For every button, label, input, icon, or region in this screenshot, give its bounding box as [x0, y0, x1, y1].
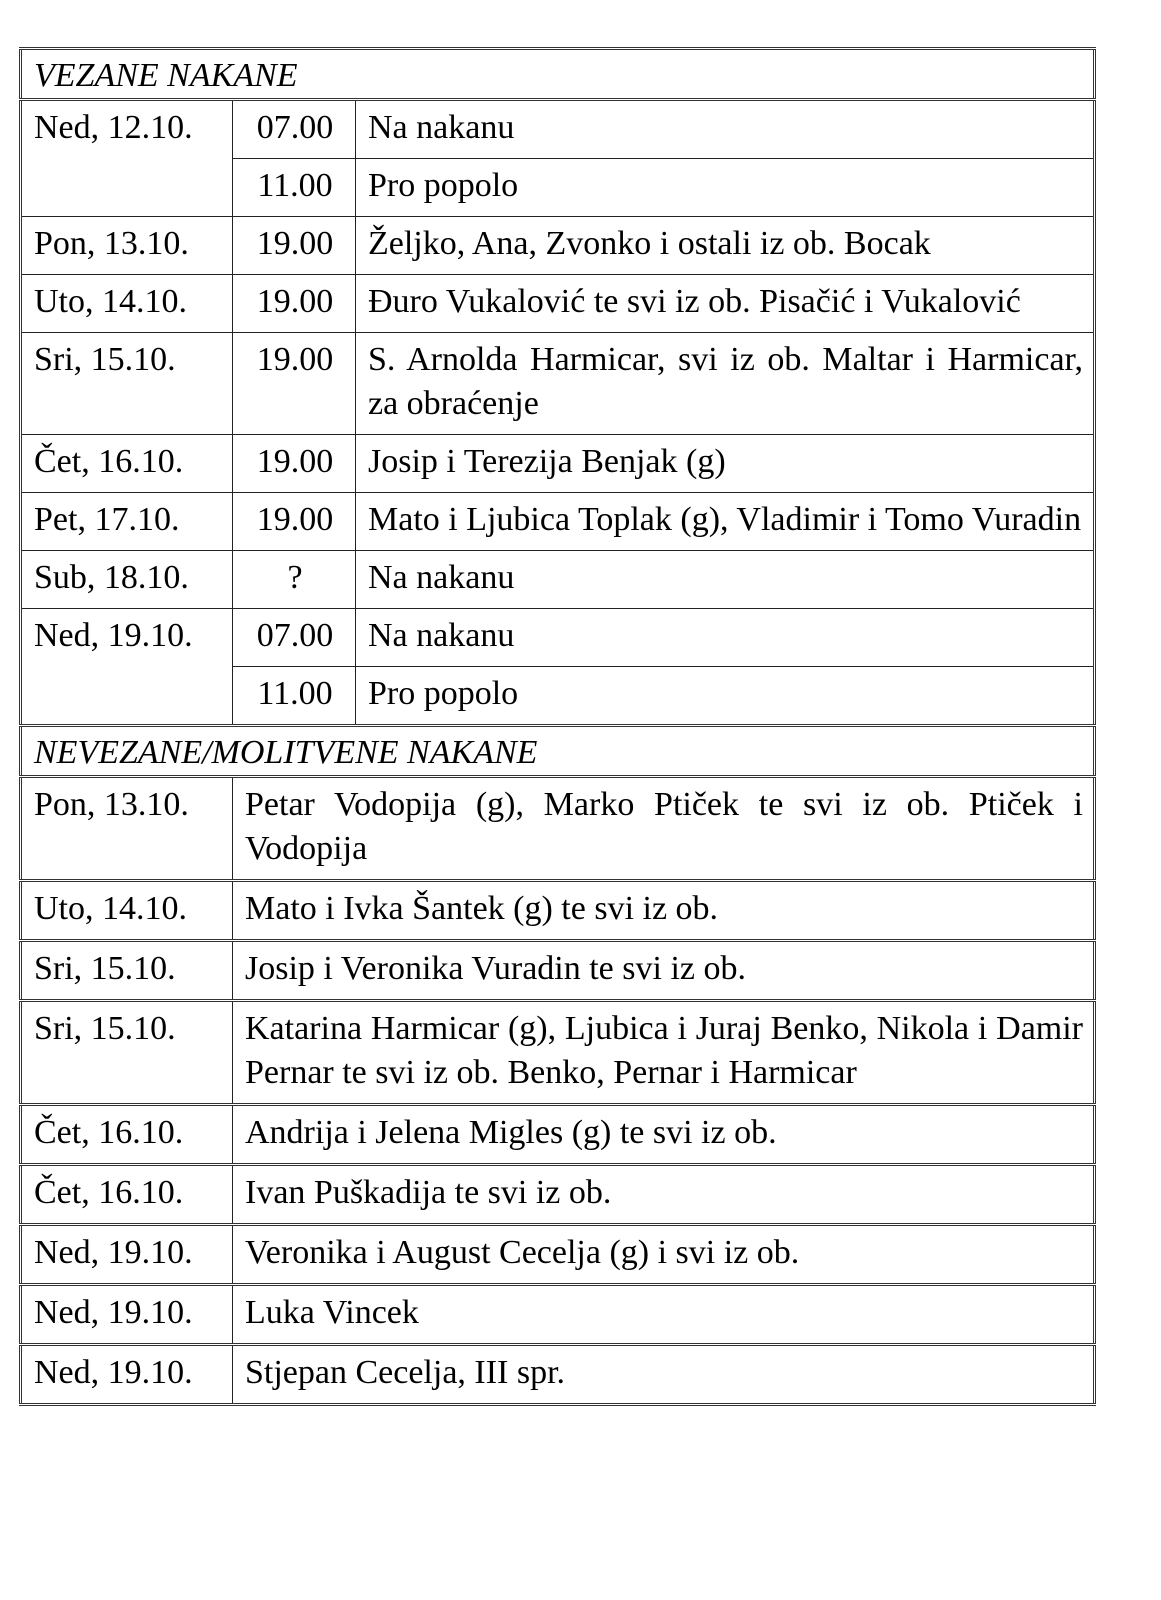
- intention-cell: Katarina Harmicar (g), Ljubica i Juraj B…: [232, 1000, 1095, 1106]
- section-title-vezane: VEZANE NAKANE: [20, 47, 1095, 101]
- intention-cell: Na nakanu: [355, 99, 1095, 159]
- day-cell: Ned, 19.10.: [20, 1344, 233, 1406]
- day-cell: Sri, 15.10.: [20, 1000, 233, 1106]
- section-title-nevezane: NEVEZANE/MOLITVENE NAKANE: [20, 724, 1095, 778]
- intention-cell: Mato i Ljubica Toplak (g), Vladimir i To…: [355, 492, 1095, 551]
- day-cell: Sub, 18.10.: [20, 550, 233, 609]
- day-cell: Ned, 19.10.: [20, 608, 233, 726]
- day-cell: Uto, 14.10.: [20, 274, 233, 333]
- time-cell: 11.00: [232, 666, 356, 726]
- table-row: Sri, 15.10. 19.00 S. Arnolda Harmicar, svi…: [20, 332, 1095, 435]
- day-cell: Ned, 19.10.: [20, 1224, 233, 1286]
- time-cell: 19.00: [232, 274, 356, 333]
- time-cell: 07.00: [232, 99, 356, 159]
- table-row: Sri, 15.10. Katarina Harmicar (g), Ljubic…: [20, 1000, 1095, 1106]
- intention-cell: Pro popolo: [355, 158, 1095, 217]
- table-row: Čet, 16.10. Andrija i Jelena Migles (g) t…: [20, 1104, 1095, 1166]
- table-row: Pet, 17.10. 19.00 Mato i Ljubica Toplak (g…: [20, 492, 1095, 551]
- intention-cell: Pro popolo: [355, 666, 1095, 726]
- table-row: Ned, 19.10. Luka Vincek: [20, 1284, 1095, 1346]
- table-row: Pon, 13.10. 19.00 Željko, Ana, Zvonko i os…: [20, 216, 1095, 275]
- intention-cell: Na nakanu: [355, 608, 1095, 667]
- intention-cell: S. Arnolda Harmicar, svi iz ob. Maltar i…: [355, 332, 1095, 435]
- table-row: Ned, 19.10. 07.00 Na nakanu: [20, 608, 1095, 726]
- table-row: Čet, 16.10. Ivan Puškadija te svi iz ob.: [20, 1164, 1095, 1226]
- table-row: Ned, 19.10. Stjepan Cecelja, III spr.: [20, 1344, 1095, 1406]
- time-cell: 19.00: [232, 216, 356, 275]
- table-row: Pon, 13.10. Petar Vodopija (g), Marko Pti…: [20, 776, 1095, 882]
- intention-cell: Josip i Terezija Benjak (g): [355, 434, 1095, 493]
- intention-cell: Na nakanu: [355, 550, 1095, 609]
- intention-cell: Veronika i August Cecelja (g) i svi iz o…: [232, 1224, 1095, 1286]
- intention-cell: Petar Vodopija (g), Marko Ptiček te svi …: [232, 776, 1095, 882]
- table-row: Sub, 18.10.? Na nakanu: [20, 550, 1095, 609]
- day-cell: Ned, 19.10.: [20, 1284, 233, 1346]
- table-row: Ned, 12.10. 07.00 Na nakanu: [20, 99, 1095, 217]
- time-cell: 11.00: [232, 158, 356, 217]
- time-cell: 19.00: [232, 434, 356, 493]
- intention-cell: Andrija i Jelena Migles (g) te svi iz ob…: [232, 1104, 1095, 1166]
- day-cell: Čet, 16.10.: [20, 1104, 233, 1166]
- mass-intentions-table: VEZANE NAKANE Ned, 12.10. 07.00 Na nakanu 11…: [19, 47, 1096, 1406]
- intention-cell: Stjepan Cecelja, III spr.: [232, 1344, 1095, 1406]
- time-cell: 19.00: [232, 492, 356, 551]
- intention-cell: Luka Vincek: [232, 1284, 1095, 1346]
- table-row: Ned, 19.10. Veronika i August Cecelja (g)…: [20, 1224, 1095, 1286]
- day-cell: Sri, 15.10.: [20, 332, 233, 435]
- time-cell: ?: [232, 550, 356, 609]
- intention-cell: Ivan Puškadija te svi iz ob.: [232, 1164, 1095, 1226]
- day-cell: Čet, 16.10.: [20, 434, 233, 493]
- time-cell: 19.00: [232, 332, 356, 435]
- day-cell: Uto, 14.10.: [20, 880, 233, 942]
- table-row: Sri, 15.10. Josip i Veronika Vuradin te s…: [20, 940, 1095, 1002]
- day-cell: Pon, 13.10.: [20, 776, 233, 882]
- day-cell: Pon, 13.10.: [20, 216, 233, 275]
- intention-cell: Đuro Vukalović te svi iz ob. Pisačić i V…: [355, 274, 1095, 333]
- table-row: 11.00 Pro popolo: [21, 158, 1095, 217]
- table-row: Čet, 16.10. 19.00 Josip i Terezija Benjak …: [20, 434, 1095, 493]
- intention-cell: Josip i Veronika Vuradin te svi iz ob.: [232, 940, 1095, 1002]
- table-row: Uto, 14.10. Mato i Ivka Šantek (g) te svi…: [20, 880, 1095, 942]
- intention-cell: Mato i Ivka Šantek (g) te svi iz ob.: [232, 880, 1095, 942]
- day-cell: Ned, 12.10.: [20, 99, 233, 217]
- table-row: Uto, 14.10. 19.00 Đuro Vukalović te svi iz…: [20, 274, 1095, 333]
- day-cell: Čet, 16.10.: [20, 1164, 233, 1226]
- intention-cell: Željko, Ana, Zvonko i ostali iz ob. Boca…: [355, 216, 1095, 275]
- day-cell: Sri, 15.10.: [20, 940, 233, 1002]
- time-cell: 07.00: [232, 608, 356, 667]
- day-cell: Pet, 17.10.: [20, 492, 233, 551]
